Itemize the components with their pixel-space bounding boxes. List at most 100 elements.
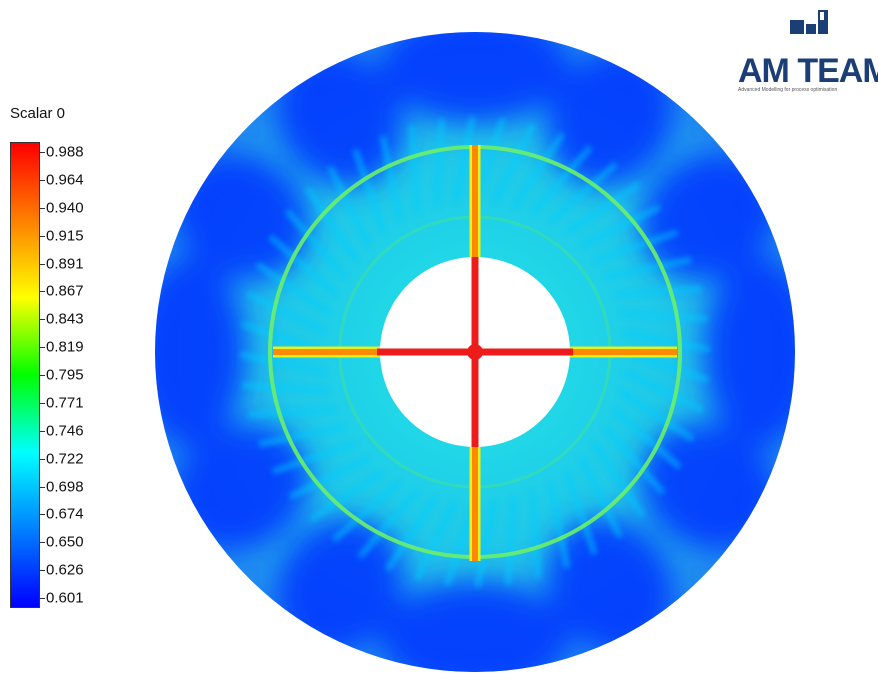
colorbar-tick-mark [40, 598, 45, 599]
logo-text-team: TEAM [797, 52, 878, 90]
flow-streak [352, 148, 387, 234]
low-value-patch [547, 518, 673, 654]
colorbar-tick-label: 0.746 [46, 422, 84, 440]
colorbar-tick-mark [40, 263, 45, 265]
colorbar-tick-mark [40, 291, 45, 293]
flow-streak [578, 456, 623, 539]
colorbar-tick-mark [40, 458, 45, 460]
logo-wordmark: AM TEAM [738, 52, 878, 91]
colorbar-tick-label: 0.867 [46, 282, 84, 300]
flow-streak [268, 234, 339, 297]
colorbar-tick-mark [40, 347, 45, 349]
logo-text-am: AM [738, 52, 790, 90]
flow-streak [255, 261, 332, 316]
flow-streak [511, 132, 566, 209]
colorbar-tick-label: 0.964 [46, 171, 84, 189]
flow-streak [452, 116, 476, 204]
colorbar-tick-label: 0.698 [46, 478, 84, 495]
flow-streak [239, 351, 327, 375]
low-value-patch [173, 154, 309, 280]
am-team-logo: AM TEAM Advanced Modelling for process o… [738, 6, 878, 96]
flow-streak [613, 285, 702, 298]
flow-streak [284, 209, 348, 279]
legend-title: Scalar 0 [10, 105, 66, 122]
colorbar-tick-label: 0.722 [46, 450, 84, 468]
flow-streak [248, 406, 337, 419]
flow-streak [604, 256, 692, 280]
flow-streak [563, 470, 598, 556]
low-value-patch [155, 257, 245, 447]
low-value-patch [277, 518, 403, 654]
colorbar-tick-mark [40, 430, 45, 432]
flow-streak [611, 407, 682, 470]
colorbar-tick-mark [40, 319, 45, 321]
colorbar-tick-label: 0.674 [46, 505, 84, 523]
flow-streak [271, 440, 357, 475]
colorbar-tick-label: 0.819 [46, 338, 84, 356]
flow-streak [602, 425, 666, 495]
flow-streak [308, 468, 386, 523]
flow-streak [327, 165, 372, 248]
flow-streak [242, 382, 331, 394]
flow-streak [619, 310, 708, 322]
colorbar-tick-mark [40, 514, 45, 516]
colorbar-tick-label: 0.626 [46, 561, 84, 579]
colorbar-tick-mark [40, 152, 45, 153]
low-value-patch [277, 50, 403, 186]
flow-streak [623, 329, 711, 353]
colorbar-tick-mark [40, 375, 45, 376]
colorbar-tick-label: 0.940 [46, 199, 84, 217]
flow-streak [357, 488, 420, 559]
colorbar [10, 142, 40, 608]
low-value-patch [705, 257, 795, 447]
contour-plot [155, 32, 795, 672]
flow-streak [288, 455, 371, 500]
colorbar-tick-label: 0.601 [46, 589, 84, 607]
flow-streak [548, 161, 618, 225]
flow-streak [530, 145, 593, 216]
low-value-patch [641, 424, 777, 550]
flow-streak [332, 479, 402, 543]
flow-streak [384, 495, 439, 572]
flow-streak [246, 290, 328, 336]
colorbar-tick-mark [40, 486, 45, 488]
colorbar-tick-labels: 0.988 0.964 0.940 0.915 0.891 0.867 0.843 0.819… [40, 142, 126, 608]
flow-streak [547, 481, 571, 569]
low-value-patch [173, 424, 309, 550]
flow-streak [258, 424, 346, 448]
flow-streak [474, 500, 498, 588]
low-value-patch [641, 154, 777, 280]
low-value-patch [380, 582, 570, 672]
colorbar-tick-mark [40, 542, 45, 544]
flow-streak [622, 368, 704, 414]
colorbar-tick-label: 0.915 [46, 227, 84, 245]
flow-streak [413, 499, 459, 581]
flow-streak [379, 135, 403, 223]
flow-streak [505, 496, 517, 585]
colorbar-tick-label: 0.650 [46, 533, 84, 551]
colorbar-tick-label: 0.771 [46, 394, 84, 412]
colorbar-tick-label: 0.988 [46, 143, 84, 161]
colorbar-tick-mark [40, 179, 45, 181]
colorbar-tick-mark [40, 402, 45, 404]
colorbar-tick-label: 0.795 [46, 366, 84, 384]
colorbar-tick-mark [40, 207, 45, 209]
low-value-patch [547, 50, 673, 186]
flow-streak [491, 123, 537, 205]
flow-streak [618, 388, 695, 443]
low-value-patch [380, 32, 570, 122]
flow-streak [579, 204, 662, 249]
colorbar-tick-label: 0.891 [46, 255, 84, 272]
logo-emblem-icon [790, 10, 828, 34]
flow-streak [304, 185, 359, 263]
flow-streak [564, 181, 642, 236]
colorbar-tick-label: 0.843 [46, 310, 84, 328]
flow-streak [529, 490, 542, 579]
flow-streak [408, 125, 421, 214]
flow-streak [433, 119, 445, 208]
flow-streak [591, 441, 646, 519]
colorbar-tick-mark [40, 235, 45, 237]
center-cross [377, 257, 573, 447]
logo-subtitle: Advanced Modelling for process optimisat… [738, 87, 838, 93]
flow-streak [593, 229, 679, 264]
